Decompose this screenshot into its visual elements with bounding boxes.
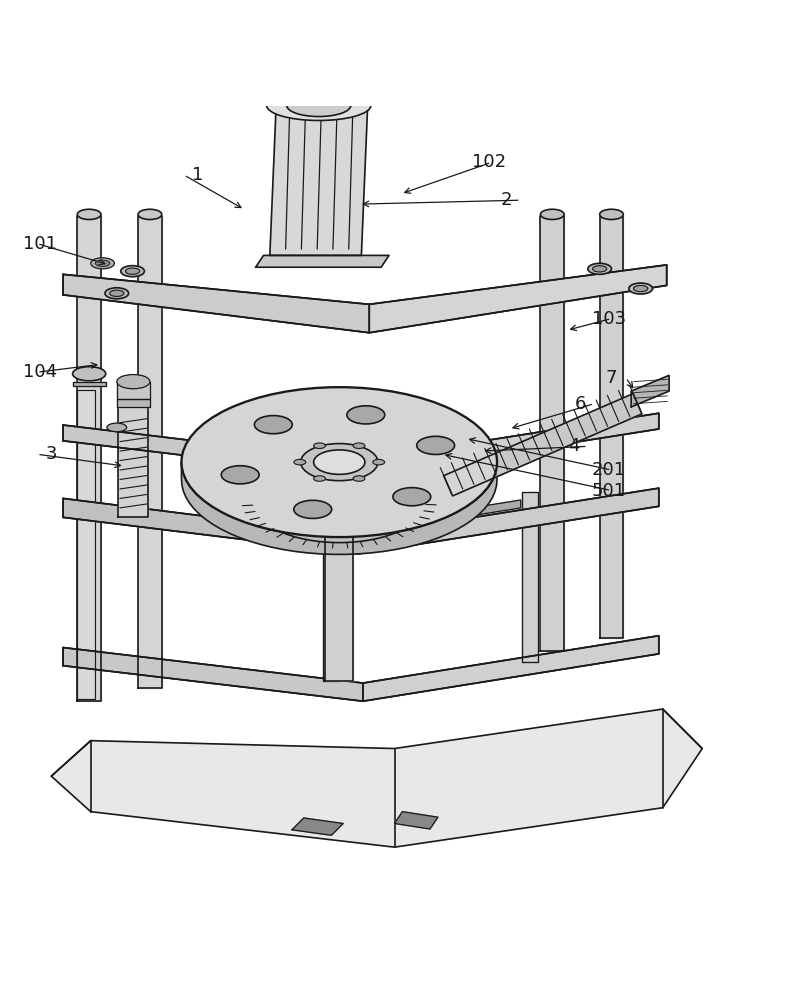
Polygon shape: [63, 488, 659, 554]
Ellipse shape: [138, 209, 162, 220]
Polygon shape: [304, 86, 323, 98]
Ellipse shape: [634, 285, 648, 292]
Ellipse shape: [77, 209, 101, 220]
Ellipse shape: [347, 406, 385, 424]
Polygon shape: [600, 216, 623, 638]
Text: 201: 201: [592, 461, 626, 479]
Polygon shape: [359, 488, 659, 554]
Ellipse shape: [117, 375, 150, 389]
Text: 4: 4: [568, 437, 580, 455]
Ellipse shape: [313, 476, 325, 481]
Ellipse shape: [125, 268, 140, 274]
Polygon shape: [63, 425, 359, 476]
Ellipse shape: [181, 387, 497, 537]
Ellipse shape: [588, 263, 611, 274]
Polygon shape: [63, 636, 659, 701]
Polygon shape: [118, 405, 148, 517]
Text: 102: 102: [472, 153, 506, 171]
Ellipse shape: [313, 450, 365, 474]
Polygon shape: [63, 274, 369, 333]
Polygon shape: [325, 502, 353, 681]
Ellipse shape: [600, 209, 623, 220]
Ellipse shape: [353, 476, 365, 481]
Ellipse shape: [294, 459, 306, 465]
Ellipse shape: [73, 367, 106, 381]
Ellipse shape: [95, 260, 110, 266]
Ellipse shape: [221, 466, 259, 484]
Polygon shape: [117, 399, 150, 407]
Ellipse shape: [540, 209, 564, 220]
Polygon shape: [181, 462, 497, 554]
Ellipse shape: [252, 461, 426, 543]
Text: 2: 2: [501, 191, 513, 209]
Ellipse shape: [121, 266, 144, 277]
Ellipse shape: [91, 258, 114, 269]
Polygon shape: [77, 216, 101, 701]
Polygon shape: [63, 265, 667, 333]
Polygon shape: [270, 105, 368, 255]
Ellipse shape: [417, 436, 454, 454]
Polygon shape: [51, 709, 702, 847]
Polygon shape: [73, 382, 106, 386]
Text: 1: 1: [193, 166, 204, 184]
Ellipse shape: [254, 416, 292, 434]
Polygon shape: [117, 382, 150, 399]
Polygon shape: [631, 375, 669, 407]
Ellipse shape: [267, 91, 371, 120]
Polygon shape: [63, 498, 359, 554]
Ellipse shape: [325, 495, 353, 508]
Polygon shape: [63, 413, 659, 476]
Ellipse shape: [353, 443, 365, 448]
Ellipse shape: [294, 500, 331, 518]
Ellipse shape: [313, 443, 326, 448]
Polygon shape: [394, 812, 438, 829]
Polygon shape: [63, 648, 363, 701]
Polygon shape: [359, 413, 659, 476]
Text: 3: 3: [45, 445, 57, 463]
Ellipse shape: [105, 288, 129, 299]
Ellipse shape: [301, 444, 378, 481]
Polygon shape: [323, 516, 339, 681]
Text: 104: 104: [23, 363, 57, 381]
Ellipse shape: [393, 488, 431, 506]
Polygon shape: [522, 492, 538, 662]
Polygon shape: [138, 216, 162, 688]
Polygon shape: [292, 818, 343, 835]
Ellipse shape: [107, 423, 126, 432]
Text: 103: 103: [592, 310, 626, 328]
Ellipse shape: [593, 266, 607, 272]
Polygon shape: [256, 255, 389, 267]
Ellipse shape: [372, 459, 384, 465]
Polygon shape: [422, 500, 521, 524]
Text: 7: 7: [606, 369, 618, 387]
Polygon shape: [77, 390, 95, 699]
Polygon shape: [369, 265, 667, 333]
Ellipse shape: [286, 94, 351, 117]
Text: 6: 6: [574, 395, 585, 413]
Polygon shape: [540, 216, 564, 651]
Ellipse shape: [629, 283, 653, 294]
Polygon shape: [363, 636, 659, 701]
Text: 101: 101: [23, 235, 57, 253]
Text: 501: 501: [592, 482, 626, 500]
Ellipse shape: [110, 290, 124, 296]
Polygon shape: [443, 394, 642, 496]
